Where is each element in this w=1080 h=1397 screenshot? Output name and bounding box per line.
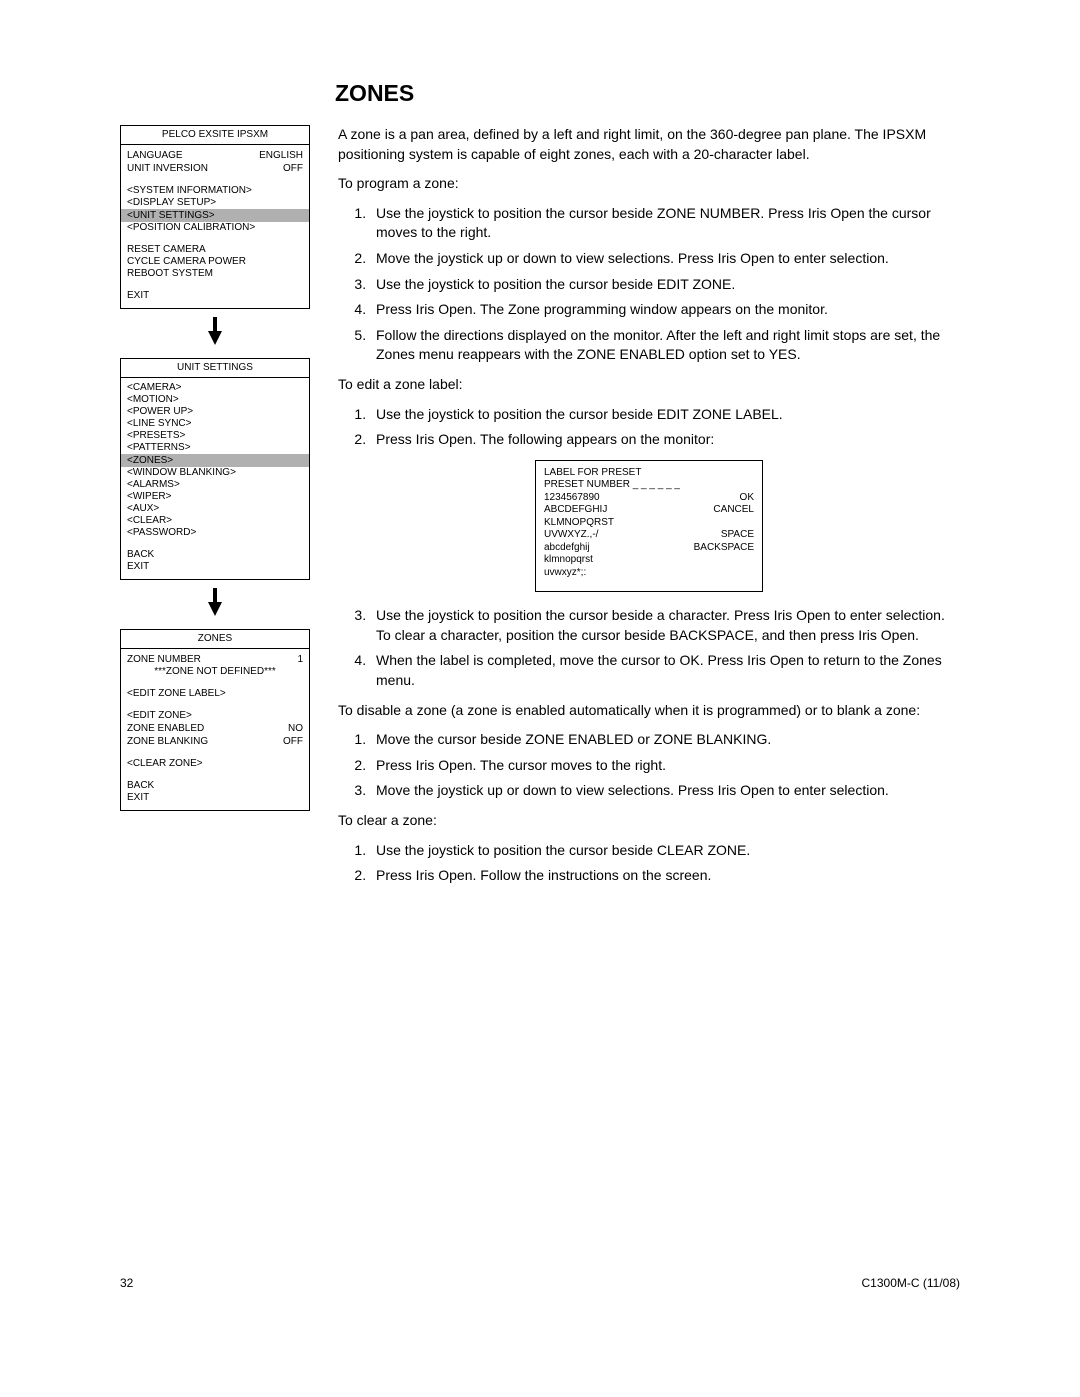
m3-zonenum: ZONE NUMBER xyxy=(127,654,201,666)
m3-enabled: ZONE ENABLED xyxy=(127,723,204,735)
unit-settings-box: UNIT SETTINGS <CAMERA> <MOTION> <POWER U… xyxy=(120,358,310,580)
m1-reboot: REBOOT SYSTEM xyxy=(127,268,303,280)
menu1-title: PELCO EXSITE IPSXM xyxy=(121,126,309,145)
m2-exit: EXIT xyxy=(127,561,303,573)
m3-editzone: <EDIT ZONE> xyxy=(127,710,303,722)
m2-back: BACK xyxy=(127,549,303,561)
edit-list-b: Use the joystick to position the cursor … xyxy=(338,606,960,690)
menu-column: PELCO EXSITE IPSXM LANGUAGEENGLISH UNIT … xyxy=(120,125,310,896)
page-number: 32 xyxy=(120,1276,133,1290)
to-clear: To clear a zone: xyxy=(338,811,960,831)
m1-cycle: CYCLE CAMERA POWER xyxy=(127,256,303,268)
program-list: Use the joystick to position the cursor … xyxy=(338,204,960,365)
m3-clear: <CLEAR ZONE> xyxy=(127,758,303,770)
edit-list-a: Use the joystick to position the cursor … xyxy=(338,405,960,450)
m1-poscal: <POSITION CALIBRATION> xyxy=(127,222,303,234)
m1-exit: EXIT xyxy=(127,290,303,302)
m3-back: BACK xyxy=(127,780,303,792)
page-footer: 32 C1300M-C (11/08) xyxy=(120,1276,960,1290)
main-menu-box: PELCO EXSITE IPSXM LANGUAGEENGLISH UNIT … xyxy=(120,125,310,309)
lb-preset: PRESET NUMBER _ _ _ _ _ _ xyxy=(544,479,754,492)
label-editor-box: LABEL FOR PRESET PRESET NUMBER _ _ _ _ _… xyxy=(535,460,763,593)
to-disable: To disable a zone (a zone is enabled aut… xyxy=(338,701,960,721)
m3-exit: EXIT xyxy=(127,792,303,804)
disable-list: Move the cursor beside ZONE ENABLED or Z… xyxy=(338,730,960,801)
doc-id: C1300M-C (11/08) xyxy=(862,1276,960,1290)
arrow-1-icon xyxy=(120,317,310,350)
m1-display: <DISPLAY SETUP> xyxy=(127,197,303,209)
lb-title: LABEL FOR PRESET xyxy=(544,467,754,480)
m2-zones: <ZONES> xyxy=(121,454,309,467)
arrow-2-icon xyxy=(120,588,310,621)
m1-language: LANGUAGE xyxy=(127,150,183,162)
menu3-title: ZONES xyxy=(121,630,309,649)
content-column: A zone is a pan area, defined by a left … xyxy=(338,125,960,896)
menu2-title: UNIT SETTINGS xyxy=(121,359,309,378)
m3-editlabel: <EDIT ZONE LABEL> xyxy=(127,688,303,700)
to-edit: To edit a zone label: xyxy=(338,375,960,395)
m1-reset: RESET CAMERA xyxy=(127,244,303,256)
m1-sysinfo: <SYSTEM INFORMATION> xyxy=(127,185,303,197)
m1-unit-settings: <UNIT SETTINGS> xyxy=(121,209,309,222)
m3-status: ***ZONE NOT DEFINED*** xyxy=(127,666,303,678)
m3-blanking: ZONE BLANKING xyxy=(127,736,208,748)
clear-list: Use the joystick to position the cursor … xyxy=(338,841,960,886)
m1-inversion: UNIT INVERSION xyxy=(127,163,208,175)
intro-para: A zone is a pan area, defined by a left … xyxy=(338,125,960,164)
zones-box: ZONES ZONE NUMBER1 ***ZONE NOT DEFINED**… xyxy=(120,629,310,811)
page-title: ZONES xyxy=(335,80,960,107)
to-program: To program a zone: xyxy=(338,174,960,194)
